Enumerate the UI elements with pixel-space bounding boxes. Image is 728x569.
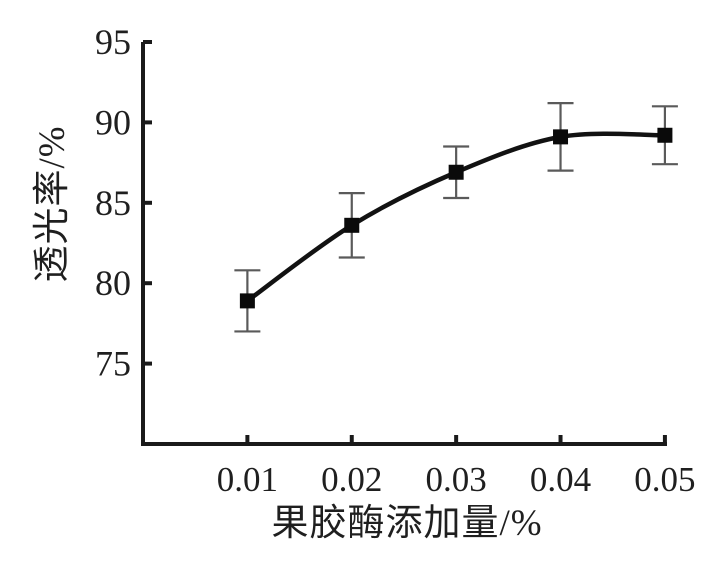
data-point-marker: [553, 129, 569, 145]
y-tick-label: 95: [95, 22, 131, 62]
x-tick-label: 0.01: [217, 460, 278, 499]
y-tick-label: 85: [95, 183, 131, 223]
x-axis-label: 果胶酶添加量/%: [271, 503, 543, 544]
data-point-marker: [448, 164, 464, 180]
y-tick-label: 75: [95, 344, 131, 384]
axes-frame: [141, 42, 667, 446]
data-point-marker: [657, 127, 673, 143]
y-tick-label: 80: [95, 263, 131, 303]
y-tick-label: 90: [95, 102, 131, 142]
x-tick-label: 0.05: [634, 460, 695, 499]
y-axis-label: 透光率/%: [32, 125, 73, 283]
x-tick-label: 0.04: [530, 460, 591, 499]
x-tick-label: 0.03: [426, 460, 487, 499]
x-tick-label: 0.02: [321, 460, 382, 499]
data-point-marker: [344, 217, 360, 233]
data-point-marker: [239, 293, 255, 309]
